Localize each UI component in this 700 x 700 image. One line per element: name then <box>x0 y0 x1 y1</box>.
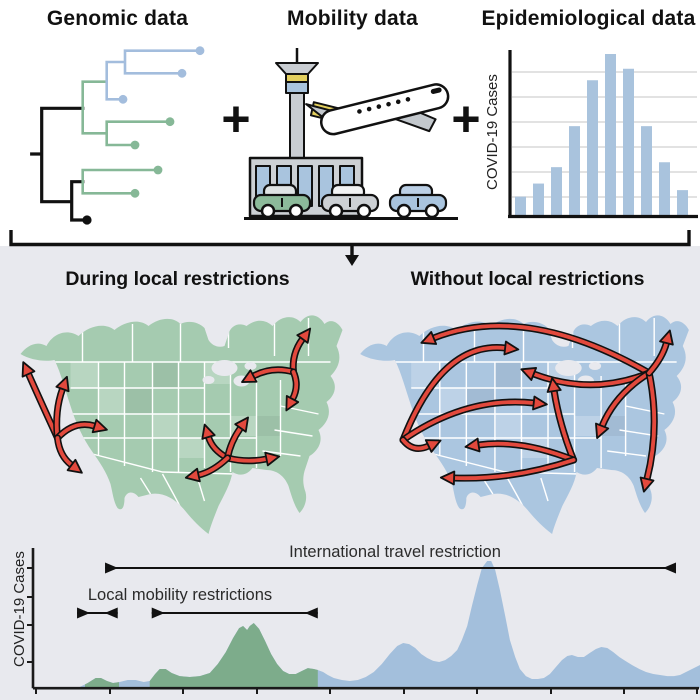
car-blue-icon <box>388 183 448 219</box>
epi-bar-chart <box>508 50 698 219</box>
airport-icon <box>244 48 458 220</box>
plus-icon: + <box>451 91 481 147</box>
us-map-without-restrictions <box>360 315 689 534</box>
plus-icon: + <box>221 91 251 147</box>
epi-bars <box>515 54 688 218</box>
car-gray-icon <box>320 183 380 219</box>
us-map-during-restrictions <box>20 315 343 534</box>
genomic-panel-title: Genomic data <box>46 7 189 30</box>
down-arrowhead-icon <box>345 255 359 266</box>
mobility-panel-title: Mobility data <box>287 7 418 30</box>
map-left-title: During local restrictions <box>65 268 290 290</box>
international-restriction-label: International travel restriction <box>289 543 501 561</box>
car-green-icon <box>252 183 312 219</box>
phylogenetic-tree-icon <box>30 46 205 225</box>
flow-bracket-arrow <box>9 230 691 266</box>
local-restriction-label: Local mobility restrictions <box>87 586 273 604</box>
timeline-area-series <box>33 561 700 688</box>
epidemiological-panel-title: Epidemiological data <box>481 7 696 30</box>
airplane-icon <box>305 83 450 136</box>
spread-arrows <box>21 327 312 483</box>
spread-arrows <box>399 322 674 493</box>
timeline-area-chart <box>27 548 700 694</box>
control-tower-icon <box>275 48 319 159</box>
epi-axes <box>508 50 698 219</box>
timeline-x-ticks <box>35 688 698 694</box>
map-right-title: Without local restrictions <box>410 268 645 290</box>
timeline-axes <box>31 548 699 690</box>
timeline-y-ticks <box>27 567 33 663</box>
tree-tip-dots <box>82 46 205 225</box>
restriction-span-arrows <box>77 562 676 619</box>
